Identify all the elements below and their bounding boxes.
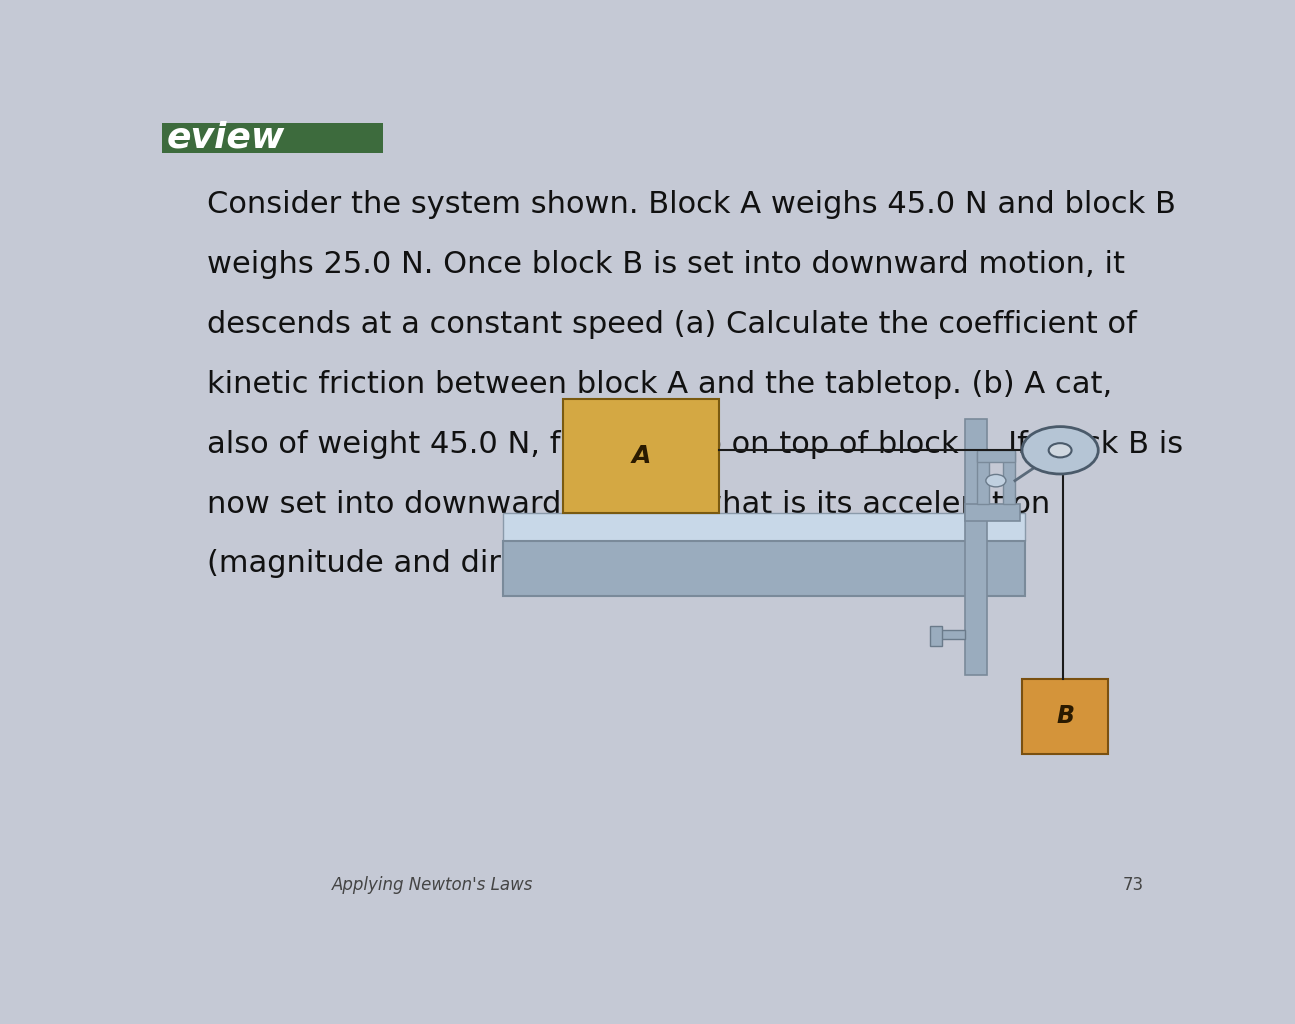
Text: Consider the system shown. Block A weighs 45.0 N and block B: Consider the system shown. Block A weigh…	[207, 189, 1176, 219]
Text: (magnitude and direction)?: (magnitude and direction)?	[207, 550, 623, 579]
Bar	[976, 451, 1015, 462]
Bar	[162, 123, 383, 153]
Ellipse shape	[1022, 427, 1098, 474]
Text: 73: 73	[1123, 876, 1143, 894]
Bar	[1023, 679, 1107, 754]
Text: A: A	[632, 444, 651, 468]
Bar	[502, 513, 1026, 541]
Text: now set into downward motion, what is its acceleration: now set into downward motion, what is it…	[207, 489, 1050, 518]
Ellipse shape	[1049, 443, 1071, 458]
Text: descends at a constant speed (a) Calculate the coefficient of: descends at a constant speed (a) Calcula…	[207, 309, 1137, 339]
Bar	[976, 453, 989, 504]
Text: kinetic friction between block A and the tabletop. (b) A cat,: kinetic friction between block A and the…	[207, 370, 1112, 398]
Bar	[1002, 453, 1015, 504]
Text: weighs 25.0 N. Once block B is set into downward motion, it: weighs 25.0 N. Once block B is set into …	[207, 250, 1125, 279]
Bar	[502, 541, 1026, 596]
Bar	[940, 630, 965, 639]
Bar	[965, 419, 987, 675]
Bar	[965, 504, 1020, 521]
Bar	[563, 398, 719, 513]
Bar	[930, 626, 941, 646]
Text: B: B	[1057, 705, 1074, 728]
Ellipse shape	[985, 474, 1006, 486]
Text: eview: eview	[167, 121, 285, 155]
Text: also of weight 45.0 N, falls asleep on top of block A. If block B is: also of weight 45.0 N, falls asleep on t…	[207, 430, 1184, 459]
Text: Applying Newton's Laws: Applying Newton's Laws	[332, 876, 534, 894]
